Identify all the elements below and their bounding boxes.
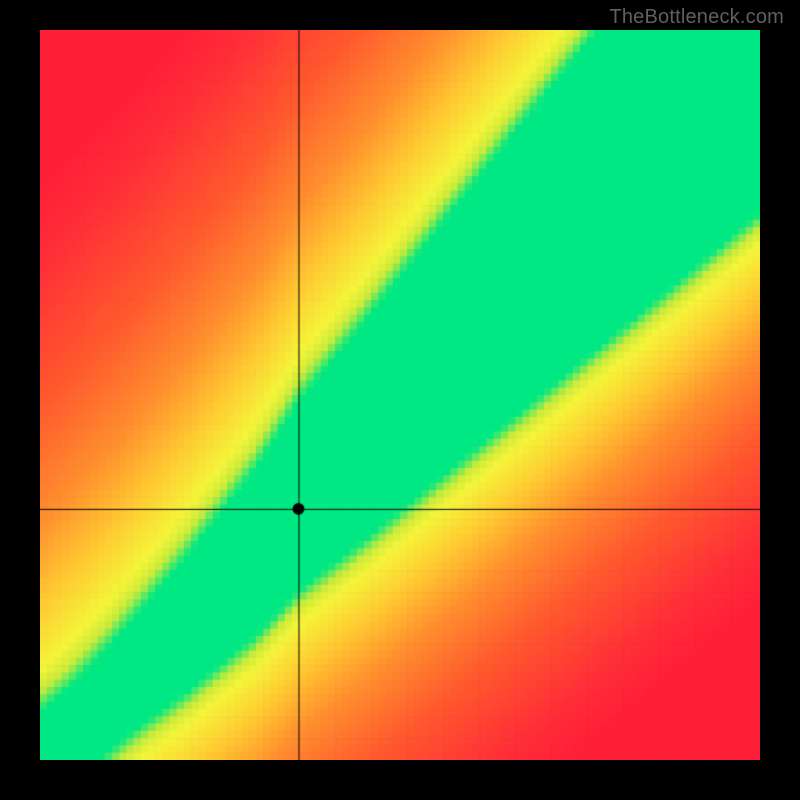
heatmap-canvas xyxy=(40,30,760,760)
chart-container: TheBottleneck.com xyxy=(0,0,800,800)
watermark-text: TheBottleneck.com xyxy=(609,6,784,29)
plot-area xyxy=(40,30,760,760)
